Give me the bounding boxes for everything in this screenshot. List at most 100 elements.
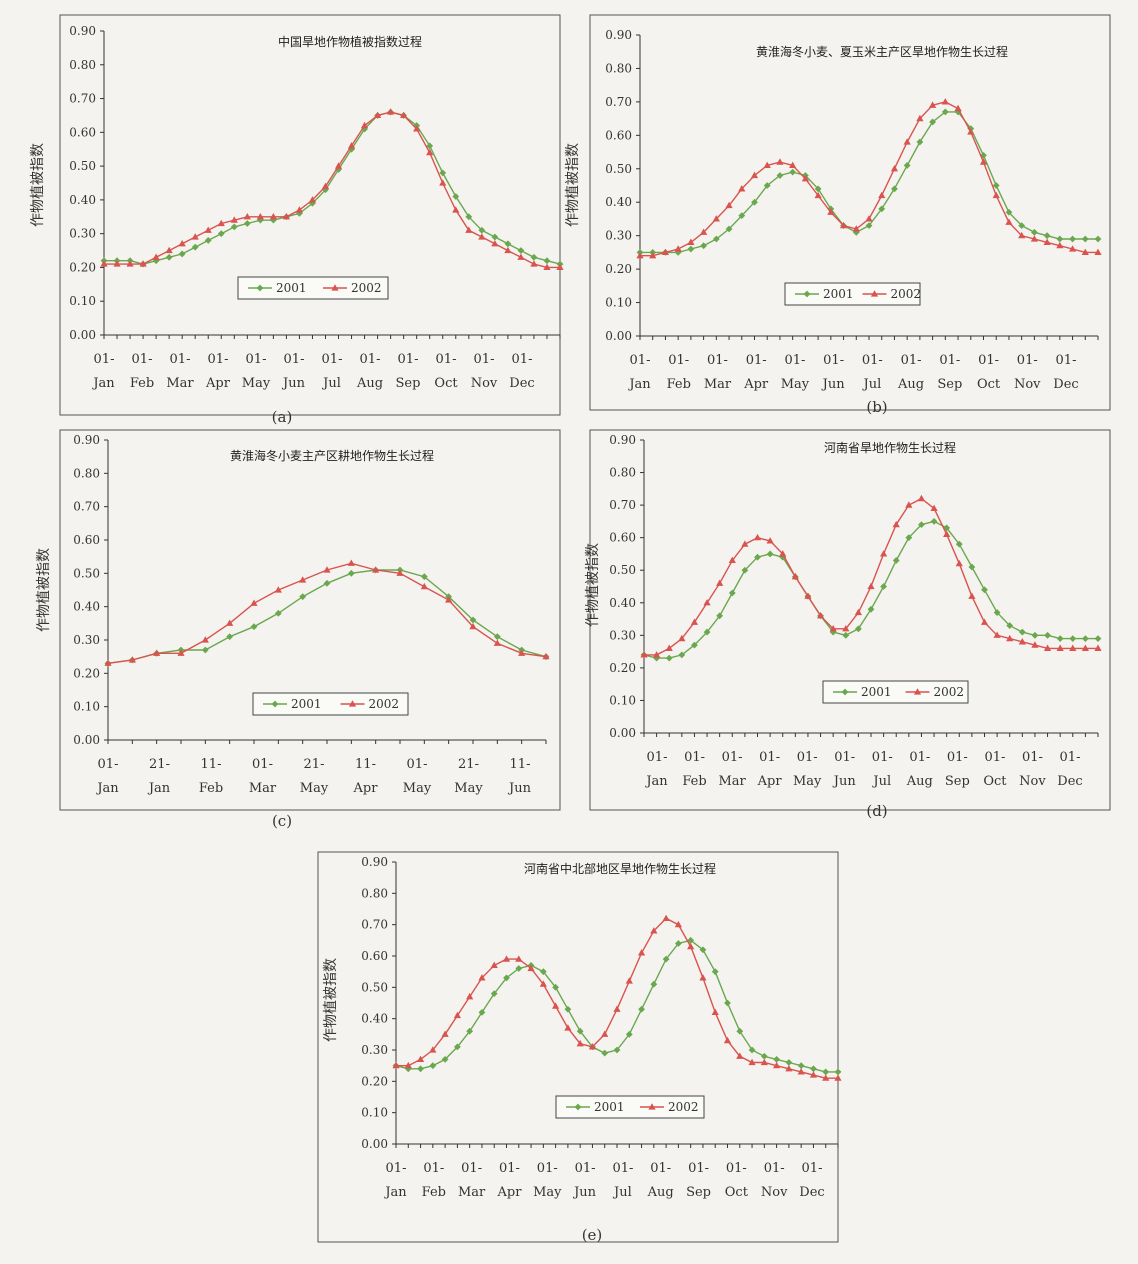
x-tick-label-top: 01- bbox=[1056, 353, 1077, 368]
data-point bbox=[703, 628, 711, 636]
data-point bbox=[653, 651, 661, 658]
y-tick-label: 0.40 bbox=[609, 596, 636, 610]
data-point bbox=[967, 128, 975, 135]
data-point bbox=[204, 237, 212, 244]
y-tick-label: 0.20 bbox=[73, 666, 100, 680]
data-point bbox=[661, 248, 670, 255]
x-tick-label-top: 01- bbox=[759, 750, 780, 765]
x-tick-label-bottom: May bbox=[454, 781, 483, 796]
x-tick-label-bottom: Mar bbox=[249, 781, 277, 796]
data-point bbox=[741, 566, 749, 574]
data-point bbox=[728, 589, 736, 597]
legend-box bbox=[822, 680, 969, 704]
y-tick-label: 0.10 bbox=[69, 294, 96, 308]
x-tick-label-bottom: Apr bbox=[743, 377, 769, 392]
x-tick-label-bottom: May bbox=[793, 774, 822, 789]
y-tick-label: 0.00 bbox=[73, 733, 100, 747]
data-point bbox=[552, 983, 560, 991]
x-tick-label-bottom: Sep bbox=[937, 377, 962, 392]
data-point bbox=[1056, 635, 1064, 642]
data-point bbox=[1018, 222, 1026, 230]
chart-title: 河南省中北部地区旱地作物生长过程 bbox=[524, 861, 716, 876]
data-point bbox=[625, 1030, 633, 1038]
data-point bbox=[1094, 235, 1102, 243]
data-point bbox=[1006, 634, 1014, 642]
x-tick-label-top: 01- bbox=[802, 1161, 823, 1176]
data-point bbox=[503, 974, 510, 982]
data-point bbox=[766, 550, 774, 558]
y-tick-label: 0.60 bbox=[609, 531, 636, 545]
y-axis-label: 作物植被指数 bbox=[323, 958, 339, 1042]
y-tick-label: 0.10 bbox=[609, 693, 636, 707]
data-point bbox=[880, 583, 888, 590]
y-tick-label: 0.70 bbox=[73, 500, 100, 514]
data-point bbox=[230, 216, 238, 223]
data-point bbox=[789, 161, 797, 169]
x-tick-label-top: 01- bbox=[407, 757, 428, 772]
data-point bbox=[404, 1065, 412, 1073]
data-point bbox=[700, 228, 708, 235]
data-point bbox=[773, 1056, 781, 1063]
x-tick-label-bottom: Jul bbox=[871, 774, 891, 789]
y-tick-label: 0.50 bbox=[361, 980, 388, 994]
data-point bbox=[374, 111, 382, 119]
legend-marker bbox=[574, 1103, 582, 1111]
data-point bbox=[665, 644, 673, 651]
data-point bbox=[165, 246, 173, 254]
x-tick-label-top: 01- bbox=[170, 352, 191, 367]
chart-panel-a: 0.00 0.10 0.20 0.30 0.40 0.50 0.60 0.70 0.80 0.90… bbox=[30, 14, 564, 426]
data-point bbox=[878, 205, 886, 213]
data-point bbox=[439, 169, 447, 177]
data-point bbox=[201, 646, 209, 654]
x-tick-label-top: 01- bbox=[947, 750, 968, 765]
data-point bbox=[674, 940, 682, 947]
data-point bbox=[226, 619, 234, 626]
data-point bbox=[968, 592, 976, 599]
x-tick-label-bottom: Dec bbox=[1053, 377, 1078, 392]
data-point bbox=[153, 649, 161, 656]
x-tick-label-top: 01- bbox=[834, 750, 855, 765]
data-point bbox=[700, 242, 708, 250]
data-point bbox=[543, 263, 551, 271]
panel-caption: (c) bbox=[272, 812, 292, 830]
data-point bbox=[478, 1009, 486, 1016]
data-point bbox=[453, 1043, 461, 1051]
data-point bbox=[321, 182, 330, 189]
data-point bbox=[178, 240, 186, 247]
data-point bbox=[1094, 635, 1102, 642]
data-point bbox=[1018, 638, 1026, 645]
legend: 2001 2002 bbox=[237, 276, 389, 300]
y-tick-label: 0.20 bbox=[69, 260, 96, 274]
x-tick-label-bottom: Jul bbox=[321, 376, 341, 391]
data-point bbox=[854, 625, 862, 633]
data-point bbox=[466, 992, 474, 1000]
x-tick-label-top: 01- bbox=[512, 352, 533, 367]
legend-marker bbox=[803, 290, 811, 298]
data-point bbox=[763, 182, 771, 189]
x-tick-label-bottom: Apr bbox=[496, 1185, 522, 1200]
data-point bbox=[754, 553, 761, 561]
legend: 2001 2002 bbox=[784, 282, 921, 306]
data-point bbox=[466, 1027, 474, 1035]
chart-frame bbox=[59, 14, 561, 416]
legend: 2001 2002 bbox=[252, 692, 409, 716]
data-point bbox=[842, 625, 850, 632]
x-tick-label-bottom: Dec bbox=[509, 376, 534, 391]
data-point bbox=[791, 572, 799, 580]
data-point bbox=[880, 550, 888, 557]
data-point bbox=[980, 152, 987, 159]
x-tick-label-bottom: Jul bbox=[612, 1185, 632, 1200]
data-point bbox=[738, 212, 746, 219]
data-point bbox=[981, 586, 988, 594]
y-tick-label: 0.10 bbox=[73, 700, 100, 714]
data-point bbox=[650, 980, 658, 988]
data-point bbox=[638, 1005, 645, 1013]
x-tick-label-top: 21- bbox=[458, 757, 479, 772]
x-tick-label-top: 01- bbox=[1017, 353, 1038, 368]
x-tick-label-bottom: Jan bbox=[147, 781, 171, 796]
data-point bbox=[814, 185, 822, 193]
data-point bbox=[1005, 208, 1013, 216]
chart-panel-d: 0.00 0.10 0.20 0.30 0.40 0.50 0.60 0.70 0.80 0.90… bbox=[585, 429, 1111, 820]
data-point bbox=[274, 586, 282, 593]
data-point bbox=[892, 557, 900, 564]
